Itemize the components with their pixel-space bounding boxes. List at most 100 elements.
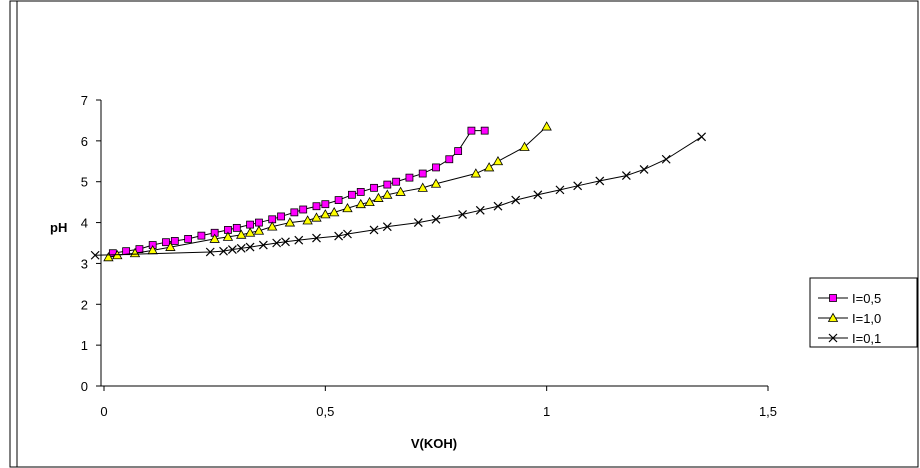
data-point [162, 238, 170, 247]
data-point [595, 176, 605, 186]
data-point [395, 186, 406, 196]
data-point [277, 212, 285, 221]
data-point [383, 180, 392, 189]
data-point [555, 185, 565, 195]
data-point [312, 202, 321, 211]
y-tick-label: 3 [81, 256, 88, 271]
data-point [639, 165, 649, 174]
legend-label: I=1,0 [852, 311, 881, 326]
data-point [209, 233, 220, 243]
data-point [470, 168, 482, 178]
data-point [258, 240, 268, 250]
data-point [342, 202, 353, 213]
data-point [431, 214, 441, 224]
data-point [219, 246, 228, 256]
data-point [347, 190, 356, 199]
data-point [312, 233, 321, 243]
data-point [90, 250, 100, 260]
x-tick-label: 1 [543, 404, 550, 419]
legend-marker [828, 333, 838, 343]
data-point [205, 247, 215, 257]
data-point [519, 141, 530, 151]
x-ticks: 0 0,5 1 1,5 [100, 386, 777, 419]
x-tick-label: 1,5 [759, 404, 777, 419]
legend-marker [827, 312, 839, 322]
data-point [294, 235, 304, 245]
data-point [255, 218, 263, 227]
data-point [232, 223, 241, 232]
data-point [364, 196, 375, 207]
data-point [382, 189, 393, 199]
y-tick-label: 0 [81, 379, 88, 394]
data-point [370, 183, 378, 192]
data-point [413, 218, 423, 227]
data-point [480, 126, 489, 135]
data-point [533, 190, 543, 200]
data-point [129, 247, 141, 258]
data-point [320, 209, 331, 219]
data-point [573, 181, 583, 191]
x-tick-label: 0,5 [316, 404, 334, 419]
data-point [445, 155, 454, 164]
y-tick-label: 7 [81, 93, 88, 108]
data-point [541, 121, 552, 131]
data-point [236, 243, 246, 253]
legend-label: I=0,1 [852, 331, 881, 346]
data-point [492, 155, 504, 166]
data-point [382, 222, 392, 232]
data-point [483, 162, 495, 172]
data-point [392, 177, 401, 186]
series-I=1,0 [103, 121, 552, 262]
data-point [343, 229, 352, 239]
legend-item: I=0,5 [818, 291, 881, 306]
x-tick-label: 0 [100, 404, 107, 419]
data-point [227, 245, 237, 254]
data-point [355, 198, 366, 209]
data-point [170, 237, 179, 245]
y-tick-label: 1 [81, 338, 88, 353]
data-point [417, 182, 428, 192]
y-axis-title: pH [50, 220, 67, 235]
data-point [418, 169, 427, 178]
legend-item: I=0,1 [818, 331, 881, 346]
data-point [299, 205, 308, 214]
data-point [334, 196, 343, 205]
data-point [511, 195, 521, 205]
data-point [246, 220, 254, 229]
data-point [334, 231, 344, 241]
legend-label: I=0,5 [852, 291, 881, 306]
data-point [302, 215, 313, 225]
axes [100, 100, 768, 387]
x-axis-title: V(KOH) [411, 436, 457, 451]
legend-box [809, 277, 918, 348]
data-point [284, 217, 296, 227]
legend: I=0,5 I=1,0 I=0,1 [818, 291, 881, 346]
data-point [661, 154, 671, 164]
y-tick-label: 6 [81, 134, 88, 149]
data-point [311, 212, 322, 222]
y-tick-label: 5 [81, 175, 88, 190]
data-point [405, 173, 414, 182]
data-point [458, 209, 467, 219]
data-point [222, 231, 234, 241]
data-point [197, 231, 206, 240]
data-point [329, 207, 340, 217]
plot-area [90, 121, 707, 262]
data-point [253, 225, 265, 235]
y-tick-label: 4 [81, 216, 88, 231]
data-point [290, 208, 299, 217]
series-I=0,1 [90, 132, 707, 260]
data-point [621, 171, 631, 181]
chart-border [9, 0, 919, 468]
data-point [165, 241, 176, 251]
data-point [493, 201, 503, 211]
legend-item: I=1,0 [818, 311, 881, 326]
data-point [236, 229, 247, 239]
data-point [373, 192, 384, 202]
data-point [454, 147, 463, 155]
data-point [432, 163, 440, 172]
y-ticks: 0 1 2 3 4 5 6 7 [81, 93, 101, 394]
series-I=0,5 [108, 126, 489, 258]
data-point [369, 225, 379, 235]
